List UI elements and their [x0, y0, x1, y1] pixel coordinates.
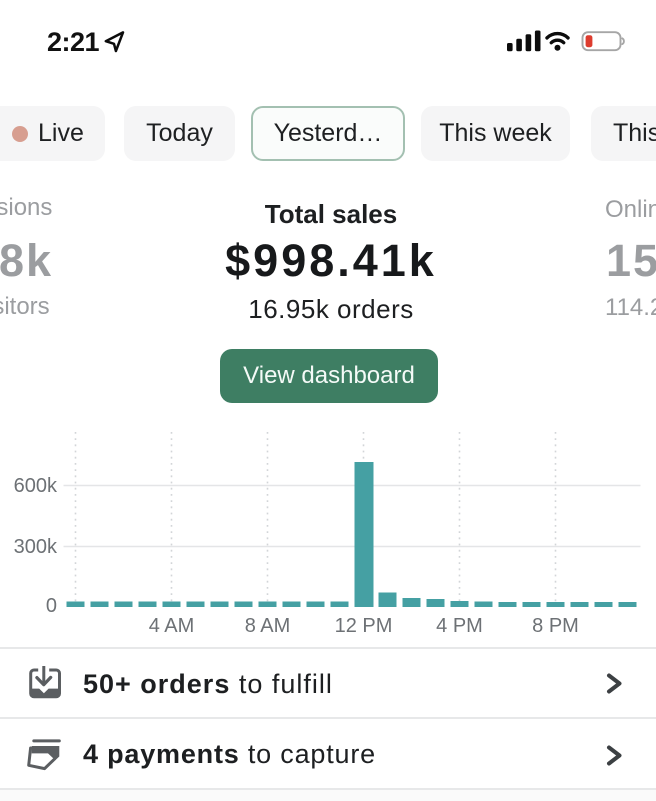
- svg-text:600k: 600k: [14, 475, 58, 497]
- svg-text:0: 0: [46, 595, 57, 617]
- svg-text:8 PM: 8 PM: [532, 615, 579, 637]
- svg-text:12 PM: 12 PM: [335, 615, 393, 637]
- svg-text:4 AM: 4 AM: [149, 615, 195, 637]
- svg-text:300k: 300k: [14, 536, 58, 558]
- svg-text:8 AM: 8 AM: [245, 615, 291, 637]
- svg-text:4 PM: 4 PM: [436, 615, 483, 637]
